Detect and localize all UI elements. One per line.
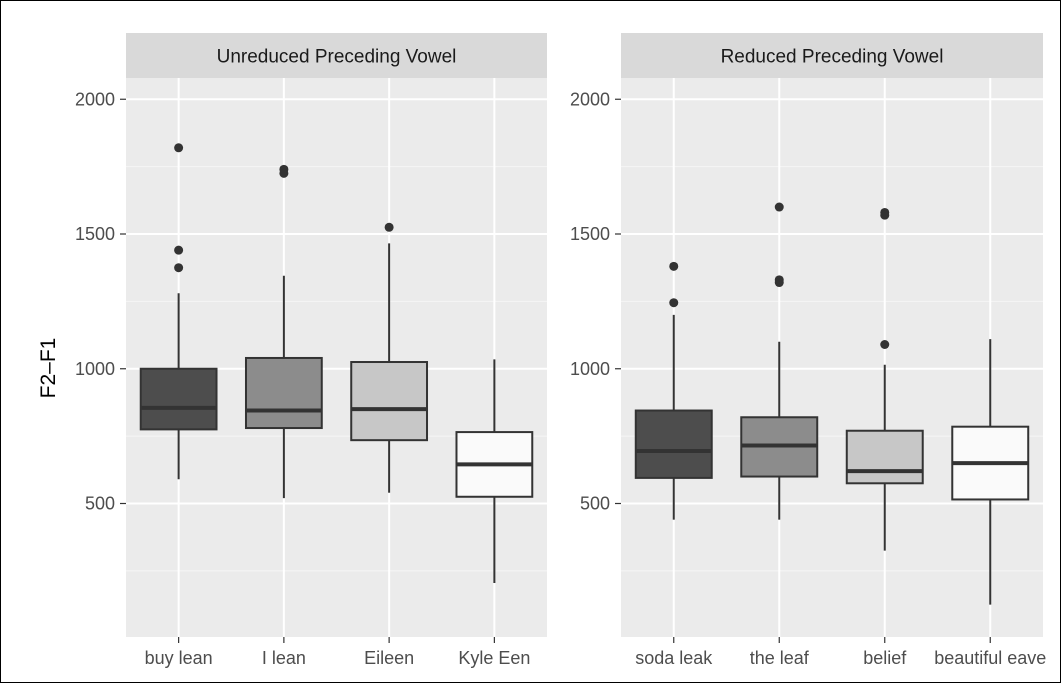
y-tick-label: 500	[85, 494, 115, 514]
facet-strip	[621, 33, 1043, 78]
box-iqr	[845, 429, 924, 485]
x-tick-label: the leaf	[750, 648, 810, 668]
y-tick-label: 1500	[570, 224, 610, 244]
panel-background	[126, 78, 547, 637]
y-tick-label: 2000	[75, 89, 115, 109]
outlier-point	[174, 263, 184, 273]
panel-background	[621, 78, 1043, 637]
outlier-point	[174, 143, 184, 153]
outlier-point	[774, 202, 784, 212]
outlier-point	[880, 339, 890, 349]
box-iqr	[139, 367, 218, 431]
outlier-point	[880, 210, 890, 220]
y-tick-label: 1000	[75, 359, 115, 379]
outlier-point	[774, 278, 784, 288]
y-tick-label: 500	[580, 494, 610, 514]
outlier-point	[279, 168, 289, 178]
box-iqr	[634, 409, 713, 479]
outlier-point	[384, 222, 394, 232]
outlier-point	[669, 261, 679, 271]
x-tick-label: Kyle Een	[458, 648, 530, 668]
y-tick-label: 2000	[570, 89, 610, 109]
x-tick-label: belief	[863, 648, 907, 668]
x-tick-label: buy lean	[145, 648, 213, 668]
x-tick-label: soda leak	[635, 648, 713, 668]
x-tick-label: I lean	[262, 648, 306, 668]
x-tick-label: Eileen	[364, 648, 414, 668]
x-tick-label: beautiful eave	[934, 648, 1046, 668]
outlier-point	[174, 245, 184, 255]
box-iqr	[350, 361, 429, 442]
facet-strip	[126, 33, 547, 78]
y-axis-title: F2–F1	[37, 338, 60, 399]
outlier-point	[669, 298, 679, 308]
box-iqr	[244, 356, 323, 430]
facet-strip-title: Reduced Preceding Vowel	[721, 47, 944, 68]
y-tick-label: 1000	[570, 359, 610, 379]
facet-strip-title: Unreduced Preceding Vowel	[217, 47, 457, 68]
y-tick-label: 1500	[75, 224, 115, 244]
